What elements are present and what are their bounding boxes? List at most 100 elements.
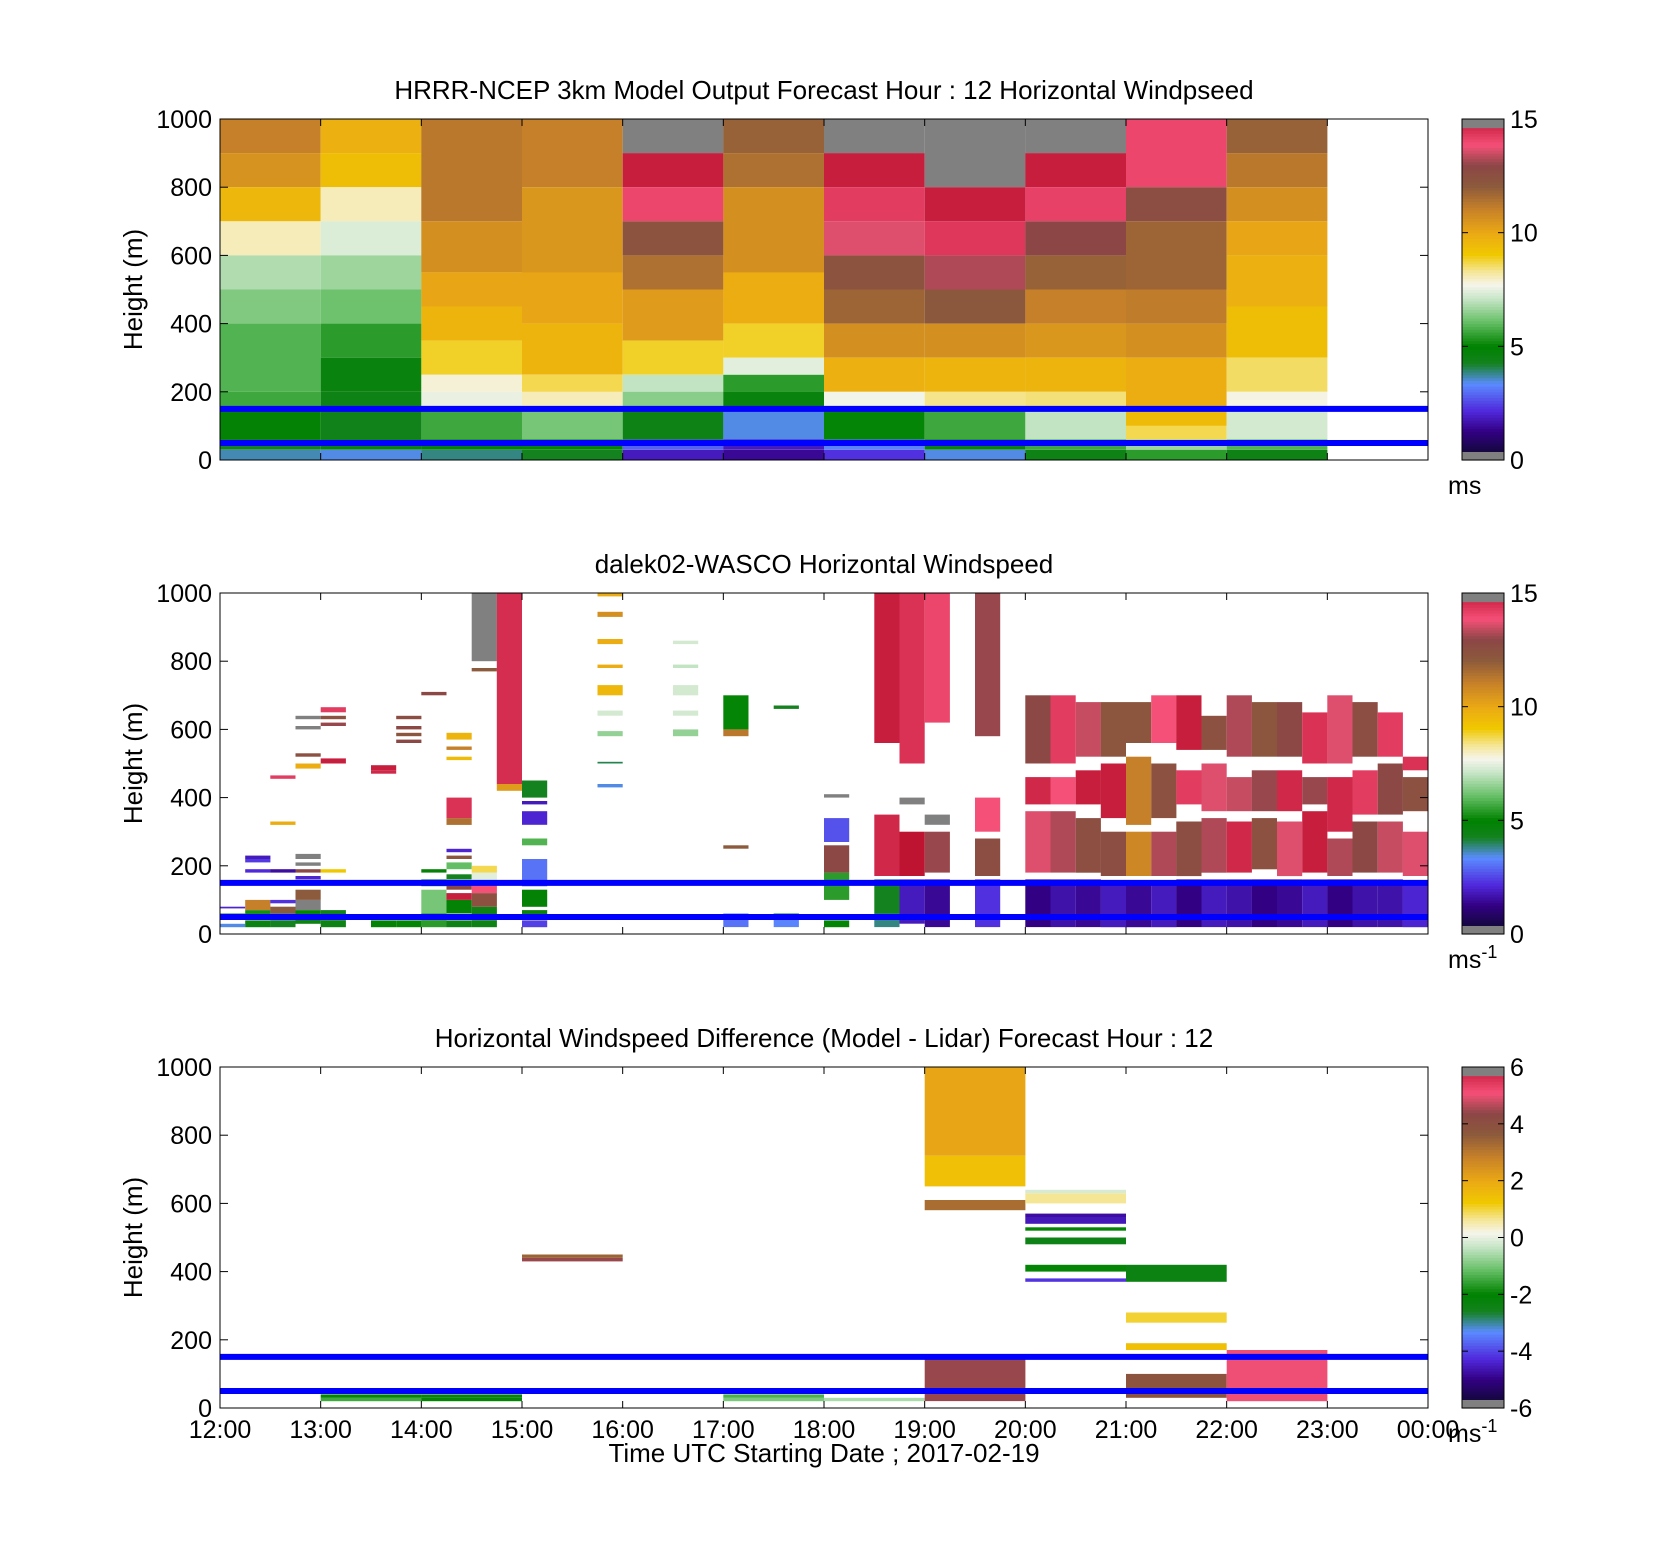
colorbar-segment bbox=[1462, 1135, 1504, 1139]
colorbar-segment bbox=[1462, 423, 1504, 427]
heatmap-cell bbox=[471, 872, 497, 883]
colorbar-tick-label: 15 bbox=[1510, 580, 1538, 608]
colorbar-segment bbox=[1462, 797, 1504, 801]
heatmap-cell bbox=[471, 668, 497, 672]
colorbar-segment bbox=[1462, 683, 1504, 688]
colorbar-segment bbox=[1462, 431, 1504, 435]
colorbar-segment bbox=[1462, 326, 1504, 330]
heatmap-cell bbox=[371, 765, 397, 771]
colorbar-segment bbox=[1462, 315, 1504, 319]
colorbar-segment bbox=[1462, 888, 1504, 892]
colorbar-segment bbox=[1462, 1214, 1504, 1219]
colorbar-segment bbox=[1462, 593, 1504, 597]
colorbar-segment bbox=[1462, 1118, 1504, 1122]
heatmap-cell bbox=[1126, 1343, 1227, 1350]
colorbar-segment bbox=[1462, 743, 1504, 747]
colorbar-segment bbox=[1462, 312, 1504, 316]
colorbar-segment bbox=[1462, 278, 1504, 282]
colorbar-segment bbox=[1462, 615, 1504, 620]
heatmap-cell bbox=[446, 732, 472, 740]
heatmap-cell bbox=[446, 874, 472, 880]
y-tick-label: 600 bbox=[170, 716, 212, 744]
colorbar-segment bbox=[1462, 1121, 1504, 1125]
colorbar-segment bbox=[1462, 831, 1504, 836]
heatmap-cell bbox=[622, 289, 724, 341]
colorbar-tick-label: 10 bbox=[1510, 694, 1538, 722]
colorbar-segment bbox=[1462, 601, 1504, 605]
colorbar-segment bbox=[1462, 147, 1504, 151]
heatmap-cell bbox=[522, 801, 548, 805]
colorbar-segment bbox=[1462, 192, 1504, 197]
colorbar-segment bbox=[1462, 329, 1504, 333]
heatmap-cell bbox=[924, 449, 1026, 460]
colorbar-segment bbox=[1462, 340, 1504, 344]
colorbar-segment bbox=[1462, 295, 1504, 299]
colorbar-segment bbox=[1462, 865, 1504, 870]
colorbar-segment bbox=[1462, 391, 1504, 396]
y-tick-label: 400 bbox=[170, 311, 212, 339]
heatmap-cell bbox=[824, 187, 925, 222]
colorbar-segment bbox=[1462, 317, 1504, 322]
colorbar-segment bbox=[1462, 1160, 1504, 1165]
colorbar-segment bbox=[1462, 1305, 1504, 1310]
heatmap-cell bbox=[522, 449, 623, 460]
colorbar-segment bbox=[1462, 723, 1504, 728]
heatmap-cell bbox=[673, 729, 699, 737]
heatmap-cell bbox=[1352, 702, 1378, 757]
heatmap-cell bbox=[924, 221, 1026, 256]
heatmap-cell bbox=[1025, 1237, 1126, 1245]
y-tick-label: 0 bbox=[198, 447, 212, 475]
colorbar-segment bbox=[1462, 1291, 1504, 1295]
colorbar-segment bbox=[1462, 1382, 1504, 1386]
heatmap-cell bbox=[622, 374, 724, 392]
colorbar-segment bbox=[1462, 337, 1504, 342]
heatmap-cell bbox=[1226, 449, 1328, 460]
colorbar-segment bbox=[1462, 1322, 1504, 1327]
colorbar-segment bbox=[1462, 1069, 1504, 1074]
colorbar-segment bbox=[1462, 885, 1504, 890]
heatmap-cell bbox=[1025, 187, 1126, 222]
colorbar-segment bbox=[1462, 880, 1504, 884]
colorbar-segment bbox=[1462, 1294, 1504, 1298]
heatmap-cell bbox=[270, 821, 296, 825]
heatmap-cell bbox=[446, 882, 472, 890]
colorbar-segment bbox=[1462, 190, 1504, 194]
heatmap-cell bbox=[1226, 306, 1328, 358]
colorbar-segment bbox=[1462, 1354, 1504, 1358]
colorbar-segment bbox=[1462, 309, 1504, 313]
colorbar-segment bbox=[1462, 457, 1504, 461]
colorbar-segment bbox=[1462, 292, 1504, 296]
colorbar-segment bbox=[1462, 897, 1504, 901]
colorbar-segment bbox=[1462, 1246, 1504, 1250]
heatmap-cell bbox=[924, 357, 1026, 392]
colorbar-segment bbox=[1462, 720, 1504, 725]
y-tick-label: 800 bbox=[170, 174, 212, 202]
colorbar-segment bbox=[1462, 871, 1504, 875]
heatmap-cell bbox=[270, 899, 296, 904]
heatmap-cell bbox=[1402, 831, 1428, 876]
heatmap-cell bbox=[1201, 763, 1227, 812]
heatmap-cell bbox=[1226, 119, 1328, 154]
colorbar-segment bbox=[1462, 394, 1504, 398]
heatmap-cell bbox=[522, 391, 623, 409]
colorbar-segment bbox=[1462, 598, 1504, 603]
heatmap-cell bbox=[1226, 408, 1328, 440]
heatmap-cell bbox=[245, 859, 271, 863]
heatmap-cell bbox=[1327, 695, 1353, 764]
y-tick-label: 800 bbox=[170, 648, 212, 676]
heatmap-cell bbox=[924, 119, 1026, 188]
heatmap-cell bbox=[824, 391, 925, 409]
x-tick-label: 21:00 bbox=[1095, 1416, 1158, 1444]
colorbar-segment bbox=[1462, 417, 1504, 421]
heatmap-cell bbox=[1302, 811, 1328, 873]
heatmap-cell bbox=[874, 593, 900, 743]
heatmap-cell bbox=[723, 449, 824, 460]
heatmap-cell bbox=[824, 872, 850, 900]
heatmap-cell bbox=[320, 869, 346, 873]
heatmap-cell bbox=[1050, 695, 1076, 764]
colorbar-segment bbox=[1462, 357, 1504, 362]
colorbar-segment bbox=[1462, 1345, 1504, 1349]
y-tick-label: 1000 bbox=[156, 106, 212, 134]
colorbar-segment bbox=[1462, 899, 1504, 904]
colorbar-segment bbox=[1462, 607, 1504, 611]
